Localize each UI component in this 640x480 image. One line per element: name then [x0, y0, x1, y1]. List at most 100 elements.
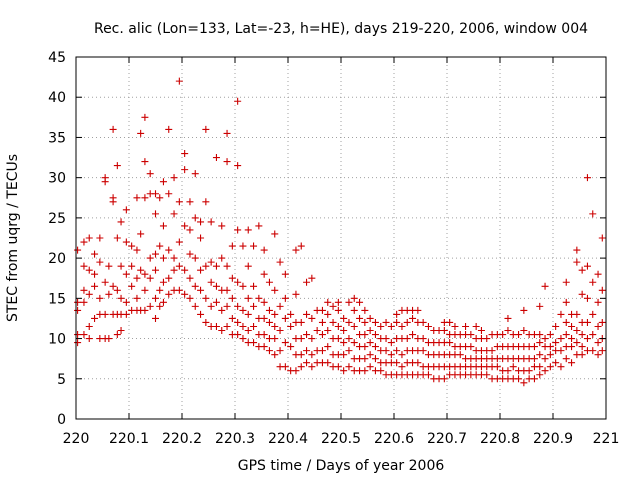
x-tick-label: 220.8 — [480, 431, 520, 447]
data-point — [387, 322, 395, 330]
data-point — [276, 258, 284, 266]
data-point — [419, 335, 427, 343]
data-point — [212, 154, 220, 162]
data-point — [128, 242, 136, 250]
data-point — [308, 363, 316, 371]
chart-title: Rec. alic (Lon=133, Lat=-23, h=HE), days… — [94, 21, 588, 37]
data-point — [361, 355, 369, 363]
data-point — [276, 327, 284, 335]
x-tick-label: 220.7 — [427, 431, 467, 447]
y-tick-label: 0 — [57, 412, 66, 428]
data-point — [223, 286, 231, 294]
data-point — [594, 270, 602, 278]
data-point — [387, 351, 395, 359]
data-point — [85, 322, 93, 330]
data-point — [303, 331, 311, 339]
data-point — [552, 339, 560, 347]
data-point — [594, 351, 602, 359]
data-point — [303, 359, 311, 367]
x-tick-label: 221 — [593, 431, 620, 447]
data-point — [557, 335, 565, 343]
data-point — [350, 294, 358, 302]
data-point — [101, 310, 109, 318]
axis-ticks — [75, 56, 607, 420]
data-point — [409, 314, 417, 322]
data-point — [80, 298, 88, 306]
x-tick-label: 220.1 — [109, 431, 149, 447]
data-point — [536, 331, 544, 339]
data-point — [260, 270, 268, 278]
data-point — [350, 339, 358, 347]
data-point — [541, 367, 549, 375]
data-point — [562, 331, 570, 339]
data-point — [175, 238, 183, 246]
data-point — [234, 318, 242, 326]
data-point — [234, 331, 242, 339]
data-point — [557, 310, 565, 318]
data-point — [568, 359, 576, 367]
data-point — [191, 302, 199, 310]
data-point — [265, 318, 273, 326]
data-point — [207, 302, 215, 310]
y-tick-label: 30 — [48, 171, 66, 187]
data-point — [165, 190, 173, 198]
data-point — [557, 347, 565, 355]
data-point — [281, 339, 289, 347]
data-point — [117, 262, 125, 270]
data-point — [546, 331, 554, 339]
data-point — [105, 290, 113, 298]
data-point — [382, 347, 390, 355]
y-tick-labels: 0 5 10 15 20 25 30 35 40 45 — [48, 50, 66, 428]
data-point — [223, 322, 231, 330]
data-point — [141, 194, 149, 202]
data-point — [212, 298, 220, 306]
data-point — [109, 194, 117, 202]
data-point — [186, 226, 194, 234]
data-point — [202, 262, 210, 270]
data-point — [329, 318, 337, 326]
data-point — [159, 254, 167, 262]
y-tick-label: 20 — [48, 251, 66, 267]
data-point — [170, 266, 178, 274]
data-point — [530, 355, 538, 363]
data-point — [403, 335, 411, 343]
data-point — [80, 262, 88, 270]
y-tick-label: 35 — [48, 130, 66, 146]
data-point — [156, 286, 164, 294]
data-point — [101, 174, 109, 182]
data-point — [128, 282, 136, 290]
data-point — [244, 310, 252, 318]
data-point — [152, 190, 159, 198]
data-point — [212, 262, 220, 270]
data-point — [244, 294, 252, 302]
data-point — [393, 347, 401, 355]
data-point — [74, 246, 82, 254]
data-point — [541, 355, 549, 363]
data-point — [340, 327, 348, 335]
data-point — [137, 266, 145, 274]
data-point — [74, 306, 82, 314]
data-point — [223, 262, 231, 270]
data-point — [583, 262, 591, 270]
data-point — [451, 322, 459, 330]
x-axis-label: GPS time / Days of year 2006 — [238, 458, 445, 474]
data-point — [159, 178, 167, 186]
data-point — [562, 278, 570, 286]
data-point — [541, 335, 549, 343]
data-point — [366, 314, 374, 322]
data-point — [303, 278, 311, 286]
data-point — [329, 302, 337, 310]
data-point — [377, 367, 385, 375]
data-point — [207, 218, 215, 226]
data-point — [133, 294, 141, 302]
data-point — [446, 339, 454, 347]
data-point — [371, 343, 379, 351]
data-point — [239, 242, 247, 250]
data-point — [361, 318, 369, 326]
data-point — [202, 294, 210, 302]
data-point — [165, 274, 173, 282]
data-point — [191, 254, 199, 262]
data-point — [520, 379, 528, 387]
data-point — [96, 258, 104, 266]
